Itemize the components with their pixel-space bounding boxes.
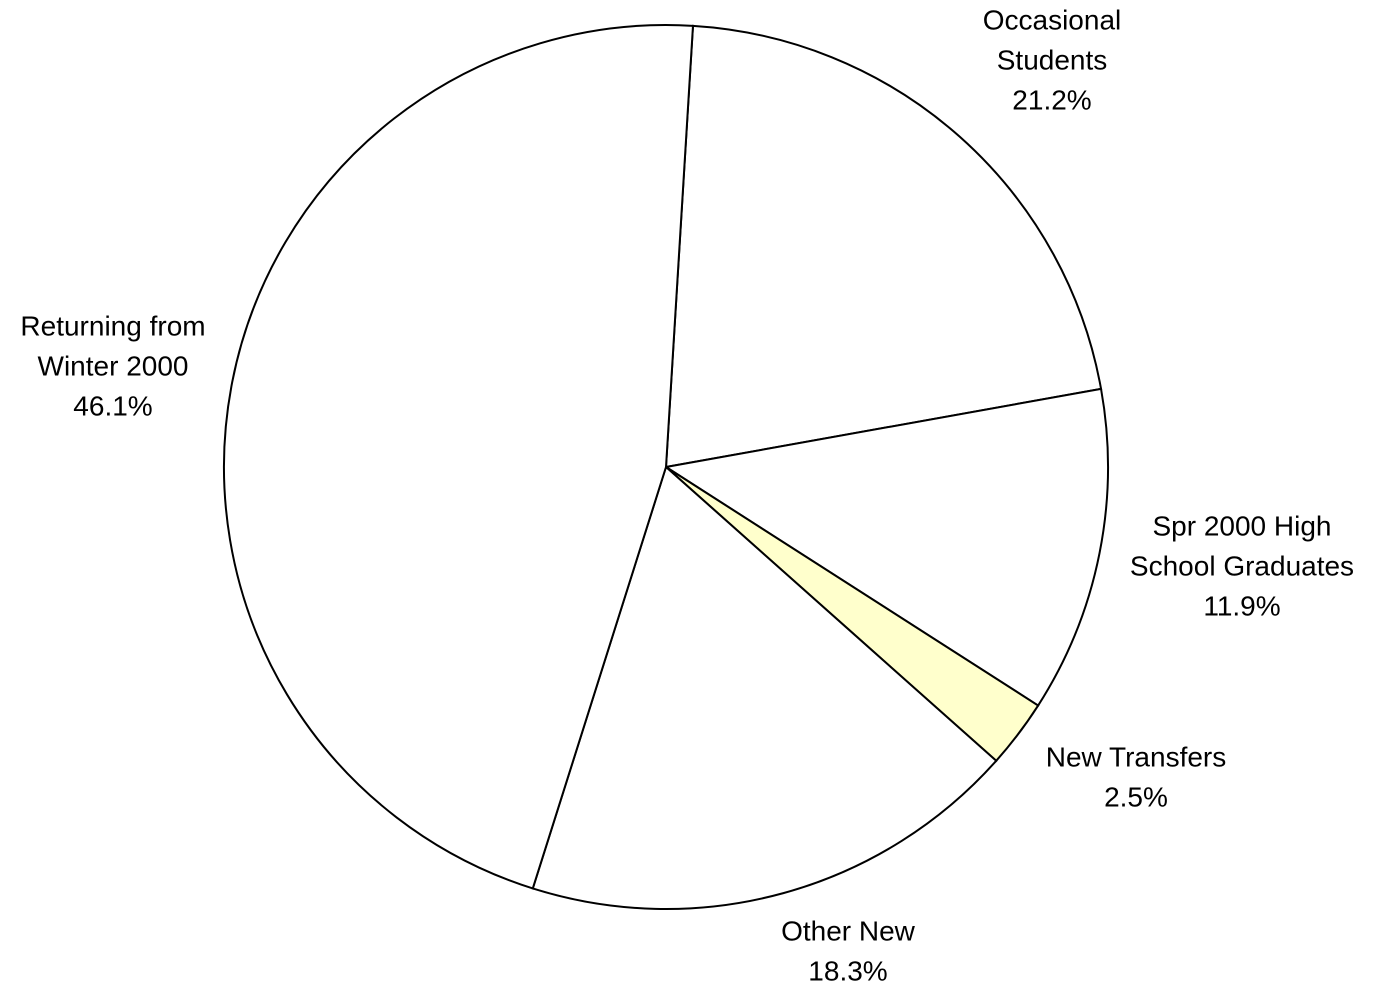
- slice-value-label: 18.3%: [808, 956, 887, 987]
- slice-label-new-transfers: New Transfers 2.5%: [1046, 742, 1227, 813]
- pie-slice-returning-from-winter-2000: [223, 24, 695, 890]
- slice-value-label: 21.2%: [1012, 85, 1091, 116]
- slice-label-other-new: Other New 18.3%: [781, 916, 916, 987]
- slice-label-returning-from-winter-2000: Returning from Winter 2000 46.1%: [20, 311, 205, 422]
- slice-label-spr-2000-high-school-graduates: Spr 2000 High School Graduates 11.9%: [1130, 511, 1354, 622]
- pie-slice-spr-2000-high-school-graduates: [663, 387, 1109, 707]
- slice-label-occasional-students: Occasional Students 21.2%: [983, 5, 1122, 116]
- slice-category-label: Spr 2000 High: [1152, 511, 1331, 542]
- slice-category-label: Students: [997, 45, 1108, 76]
- pie-labels: Occasional Students 21.2% Spr 2000 High Scho…: [20, 5, 1354, 987]
- slice-category-label: Other New: [781, 916, 916, 947]
- pie-slices: [223, 24, 1109, 911]
- slice-value-label: 11.9%: [1203, 591, 1280, 622]
- slice-category-label: New Transfers: [1046, 742, 1227, 773]
- slice-category-label: Occasional: [983, 5, 1122, 36]
- pie-slice-occasional-students: [664, 24, 1103, 469]
- slice-value-label: 2.5%: [1104, 782, 1168, 813]
- slice-category-label: Returning from: [20, 311, 205, 342]
- slice-category-label: Winter 2000: [38, 351, 189, 382]
- pie-slice-other-new: [531, 465, 998, 911]
- slice-category-label: School Graduates: [1130, 551, 1354, 582]
- slice-value-label: 46.1%: [73, 391, 152, 422]
